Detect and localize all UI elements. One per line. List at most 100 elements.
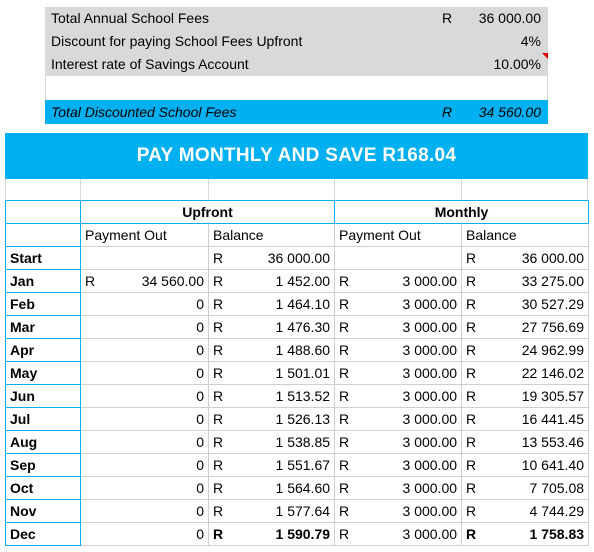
upfront-balance-cell[interactable]: R 1 452.00	[207, 269, 336, 293]
currency-symbol: R	[466, 388, 477, 404]
monthly-payment-cell[interactable]: R 3 000.00	[334, 315, 463, 339]
month-label[interactable]: Nov	[5, 499, 81, 523]
upfront-payment-cell[interactable]: 0	[80, 361, 209, 385]
savings-banner[interactable]: PAY MONTHLY AND SAVE R168.04	[5, 133, 588, 179]
month-label[interactable]: Jun	[5, 384, 81, 408]
monthly-payment-out-header[interactable]: Payment Out	[334, 223, 463, 247]
monthly-payment-cell[interactable]: R 3 000.00	[334, 361, 463, 385]
upfront-payment-cell[interactable]: 0	[80, 407, 209, 431]
currency-symbol: R	[466, 273, 477, 289]
currency-symbol: R	[213, 319, 224, 335]
upfront-balance-cell[interactable]: R 1 513.52	[207, 384, 336, 408]
monthly-balance-cell[interactable]: R 7 705.08	[461, 476, 590, 500]
upfront-balance-cell[interactable]: R 1 501.01	[207, 361, 336, 385]
upfront-balance-header[interactable]: Balance	[207, 223, 336, 247]
monthly-balance-cell[interactable]: R 1 758.83	[461, 522, 590, 546]
currency-symbol: R	[213, 388, 224, 404]
upfront-balance-cell[interactable]: R 1 538.85	[207, 430, 336, 454]
upfront-balance-cell[interactable]: R 1 577.64	[207, 499, 336, 523]
upfront-payment-cell[interactable]: 0	[80, 522, 209, 546]
monthly-payment-cell[interactable]: R 3 000.00	[334, 338, 463, 362]
monthly-payment-cell[interactable]: R 3 000.00	[334, 292, 463, 316]
cell-value: 3 000.00	[402, 526, 458, 542]
month-label[interactable]: Jan	[5, 269, 81, 293]
summary-row-interest-rate[interactable]: Interest rate of Savings Account 10.00%	[45, 53, 548, 76]
corner-cell[interactable]	[5, 223, 81, 247]
currency-symbol: R	[466, 480, 477, 496]
upfront-payment-cell[interactable]: 0	[80, 453, 209, 477]
cell-value: 3 000.00	[402, 319, 458, 335]
upfront-balance-cell[interactable]: R 1 526.13	[207, 407, 336, 431]
month-label[interactable]: May	[5, 361, 81, 385]
upfront-payment-cell[interactable]	[80, 246, 209, 270]
monthly-payment-cell[interactable]: R 3 000.00	[334, 499, 463, 523]
comment-indicator-icon[interactable]	[542, 53, 548, 59]
currency-symbol: R	[466, 434, 477, 450]
currency-symbol: R	[339, 503, 350, 519]
cell-value: 1 758.83	[529, 526, 585, 542]
upfront-payment-cell[interactable]: 0	[80, 499, 209, 523]
cell-value: 3 000.00	[402, 480, 458, 496]
cell-value: 34 560.00	[141, 273, 204, 289]
monthly-balance-cell[interactable]: R 16 441.45	[461, 407, 590, 431]
summary-row-discount[interactable]: Discount for paying School Fees Upfront …	[45, 30, 548, 53]
summary-currency: R	[442, 104, 453, 120]
corner-cell[interactable]	[5, 200, 81, 224]
monthly-balance-cell[interactable]: R 13 553.46	[461, 430, 590, 454]
cell-value: 3 000.00	[402, 342, 458, 358]
currency-symbol: R	[339, 365, 350, 381]
monthly-payment-cell[interactable]: R 3 000.00	[334, 384, 463, 408]
month-label[interactable]: Oct	[5, 476, 81, 500]
monthly-balance-cell[interactable]: R 22 146.02	[461, 361, 590, 385]
upfront-payment-cell[interactable]: 0	[80, 315, 209, 339]
upfront-payment-cell[interactable]: 0	[80, 338, 209, 362]
table-row: Jul 0 R 1 526.13 R 3 000.00 R 16 441.45	[5, 407, 590, 431]
month-label[interactable]: Aug	[5, 430, 81, 454]
monthly-balance-cell[interactable]: R 33 275.00	[461, 269, 590, 293]
month-label[interactable]: Mar	[5, 315, 81, 339]
upfront-balance-cell[interactable]: R 1 464.10	[207, 292, 336, 316]
monthly-payment-cell[interactable]: R 3 000.00	[334, 453, 463, 477]
upfront-balance-cell[interactable]: R 1 551.67	[207, 453, 336, 477]
currency-symbol: R	[339, 273, 350, 289]
monthly-balance-cell[interactable]: R 4 744.29	[461, 499, 590, 523]
upfront-balance-cell[interactable]: R 1 590.79	[207, 522, 336, 546]
month-label[interactable]: Jul	[5, 407, 81, 431]
monthly-header[interactable]: Monthly	[334, 200, 590, 224]
upfront-payment-cell[interactable]: R 34 560.00	[80, 269, 209, 293]
upfront-header[interactable]: Upfront	[79, 200, 336, 224]
monthly-payment-cell[interactable]: R 3 000.00	[334, 430, 463, 454]
summary-row-total-fees[interactable]: Total Annual School Fees R 36 000.00	[45, 7, 548, 30]
monthly-payment-cell[interactable]	[334, 246, 463, 270]
upfront-balance-cell[interactable]: R 1 488.60	[207, 338, 336, 362]
monthly-balance-cell[interactable]: R 10 641.40	[461, 453, 590, 477]
month-label[interactable]: Apr	[5, 338, 81, 362]
summary-value: 4%	[520, 33, 541, 49]
monthly-payment-cell[interactable]: R 3 000.00	[334, 269, 463, 293]
monthly-balance-cell[interactable]: R 19 305.57	[461, 384, 590, 408]
month-label[interactable]: Start	[5, 246, 81, 270]
cell-value: 1 538.85	[275, 434, 331, 450]
month-label[interactable]: Sep	[5, 453, 81, 477]
monthly-payment-cell[interactable]: R 3 000.00	[334, 476, 463, 500]
upfront-balance-cell[interactable]: R 1 476.30	[207, 315, 336, 339]
summary-row-total-discounted[interactable]: Total Discounted School Fees R 34 560.00	[45, 100, 548, 124]
upfront-payment-cell[interactable]: 0	[80, 476, 209, 500]
upfront-payment-cell[interactable]: 0	[80, 384, 209, 408]
monthly-payment-cell[interactable]: R 3 000.00	[334, 407, 463, 431]
table-row: Feb 0 R 1 464.10 R 3 000.00 R 30 527.29	[5, 292, 590, 316]
month-label[interactable]: Feb	[5, 292, 81, 316]
monthly-balance-cell[interactable]: R 27 756.69	[461, 315, 590, 339]
monthly-balance-header[interactable]: Balance	[461, 223, 590, 247]
upfront-payment-cell[interactable]: 0	[80, 430, 209, 454]
monthly-payment-cell[interactable]: R 3 000.00	[334, 522, 463, 546]
upfront-balance-cell[interactable]: R 36 000.00	[207, 246, 336, 270]
month-label[interactable]: Dec	[5, 522, 81, 546]
monthly-balance-cell[interactable]: R 30 527.29	[461, 292, 590, 316]
upfront-balance-cell[interactable]: R 1 564.60	[207, 476, 336, 500]
table-row: Sep 0 R 1 551.67 R 3 000.00 R 10 641.40	[5, 453, 590, 477]
monthly-balance-cell[interactable]: R 24 962.99	[461, 338, 590, 362]
upfront-payment-out-header[interactable]: Payment Out	[80, 223, 209, 247]
monthly-balance-cell[interactable]: R 36 000.00	[461, 246, 590, 270]
upfront-payment-cell[interactable]: 0	[80, 292, 209, 316]
